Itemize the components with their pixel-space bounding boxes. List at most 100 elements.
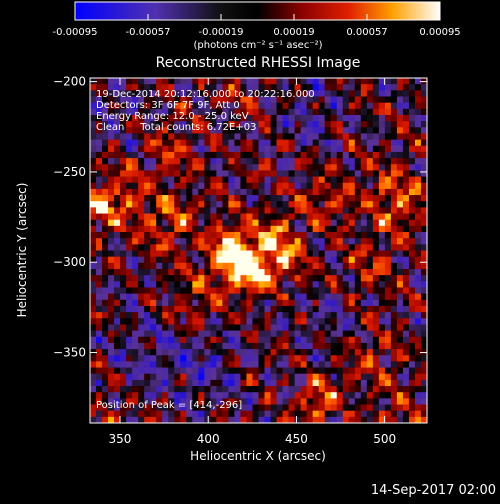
- heatmap-cell: [402, 275, 410, 282]
- heatmap-cell: [258, 250, 265, 258]
- heatmap-cell: [240, 275, 247, 282]
- heatmap-cell: [120, 158, 127, 165]
- heatmap-cell: [324, 330, 332, 338]
- heatmap-cell: [192, 90, 199, 97]
- heatmap-cell: [300, 232, 308, 239]
- heatmap-cell: [372, 398, 380, 405]
- heatmap-cell: [408, 225, 416, 233]
- heatmap-cell: [318, 349, 326, 356]
- heatmap-cell: [306, 373, 314, 381]
- heatmap-cell: [366, 318, 374, 325]
- heatmap-cell: [366, 349, 374, 356]
- heatmap-cell: [180, 151, 187, 159]
- heatmap-cell: [210, 244, 217, 251]
- heatmap-cell: [354, 262, 362, 270]
- heatmap-cell: [300, 262, 308, 270]
- heatmap-cell: [216, 96, 223, 104]
- heatmap-cell: [156, 262, 163, 270]
- heatmap-cell: [372, 158, 380, 165]
- heatmap-cell: [96, 176, 103, 184]
- heatmap-cell: [366, 219, 374, 227]
- heatmap-cell: [396, 238, 404, 245]
- heatmap-cell: [180, 90, 187, 97]
- heatmap-cell: [378, 373, 386, 381]
- heatmap-cell: [162, 324, 169, 331]
- heatmap-cell: [390, 379, 398, 387]
- heatmap-cell: [144, 416, 151, 424]
- heatmap-cell: [114, 78, 121, 85]
- heatmap-cell: [414, 90, 422, 97]
- heatmap-cell: [288, 268, 296, 276]
- heatmap-cell: [318, 330, 326, 338]
- heatmap-cell: [210, 318, 217, 325]
- heatmap-cell: [372, 416, 380, 424]
- heatmap-cell: [420, 379, 428, 387]
- heatmap-cell: [288, 355, 296, 362]
- heatmap-cell: [198, 176, 205, 184]
- heatmap-cell: [120, 404, 127, 412]
- heatmap-cell: [132, 238, 139, 245]
- heatmap-cell: [90, 151, 97, 159]
- heatmap-cell: [270, 330, 277, 338]
- heatmap-cell: [318, 312, 326, 319]
- heatmap-cell: [312, 324, 320, 331]
- heatmap-cell: [390, 127, 398, 134]
- heatmap-cell: [150, 262, 157, 270]
- heatmap-cell: [414, 182, 422, 190]
- heatmap-cell: [138, 151, 145, 159]
- heatmap-cell: [390, 225, 398, 233]
- heatmap-cell: [210, 293, 217, 301]
- heatmap-cell: [102, 373, 109, 381]
- heatmap-cell: [162, 84, 169, 91]
- heatmap-cell: [366, 324, 374, 331]
- heatmap-cell: [198, 102, 205, 110]
- heatmap-cell: [288, 324, 296, 331]
- heatmap-cell: [258, 281, 265, 288]
- heatmap-cell: [414, 324, 422, 331]
- heatmap-cell: [288, 416, 296, 424]
- heatmap-cell: [252, 268, 259, 276]
- heatmap-cell: [258, 392, 265, 399]
- heatmap-cell: [234, 90, 241, 97]
- heatmap-cell: [114, 336, 121, 344]
- heatmap-cell: [240, 336, 247, 344]
- heatmap-cell: [210, 324, 217, 331]
- heatmap-cell: [288, 121, 296, 128]
- heatmap-cell: [156, 176, 163, 184]
- heatmap-cell: [378, 336, 386, 344]
- heatmap-cell: [144, 367, 151, 375]
- heatmap-cell: [168, 158, 175, 165]
- heatmap-cell: [384, 213, 392, 221]
- heatmap-cell: [186, 201, 193, 208]
- heatmap-cell: [324, 133, 332, 141]
- heatmap-cell: [288, 114, 296, 122]
- heatmap-cell: [192, 281, 199, 288]
- heatmap-cell: [234, 275, 241, 282]
- heatmap-cell: [168, 268, 175, 276]
- heatmap-cell: [414, 133, 422, 141]
- heatmap-cell: [192, 355, 199, 362]
- heatmap-cell: [282, 121, 289, 128]
- heatmap-cell: [162, 201, 169, 208]
- heatmap-cell: [264, 84, 271, 91]
- heatmap-cell: [360, 361, 368, 368]
- heatmap-cell: [312, 293, 320, 301]
- heatmap-cell: [252, 114, 259, 122]
- heatmap-cell: [306, 201, 314, 208]
- heatmap-cell: [414, 232, 422, 239]
- heatmap-cell: [222, 139, 229, 147]
- heatmap-cell: [186, 182, 193, 190]
- heatmap-cell: [348, 232, 356, 239]
- heatmap-cell: [222, 121, 229, 128]
- heatmap-cell: [222, 201, 229, 208]
- heatmap-cell: [390, 219, 398, 227]
- heatmap-cell: [210, 268, 217, 276]
- heatmap-cell: [240, 392, 247, 399]
- heatmap-cell: [348, 324, 356, 331]
- heatmap-cell: [348, 127, 356, 134]
- heatmap-cell: [366, 145, 374, 153]
- heatmap-cell: [150, 268, 157, 276]
- heatmap-cell: [180, 373, 187, 381]
- heatmap-cell: [300, 225, 308, 233]
- heatmap-cell: [138, 207, 145, 214]
